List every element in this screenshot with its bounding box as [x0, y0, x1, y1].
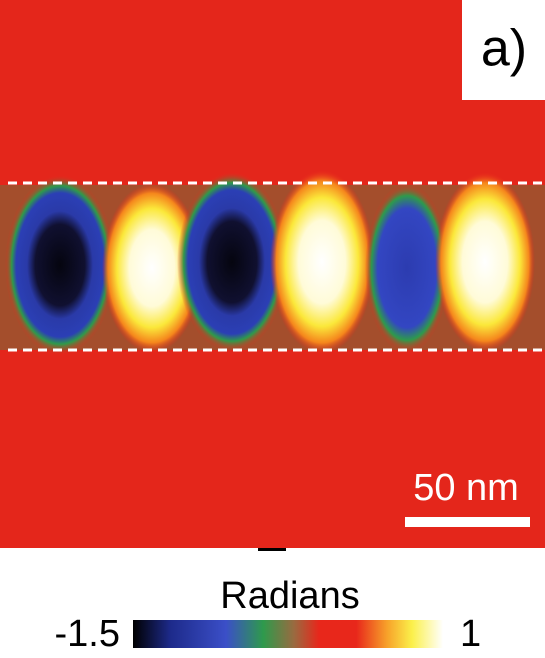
blob	[270, 170, 374, 354]
colorbar-max: 1	[460, 613, 481, 655]
panel-label: a)	[481, 20, 527, 78]
blob	[5, 175, 115, 355]
blob	[435, 172, 535, 352]
blob	[102, 183, 202, 353]
blob	[177, 172, 287, 352]
colorbar	[133, 620, 443, 648]
colorbar-title: Radians	[220, 575, 359, 617]
blob	[365, 183, 449, 353]
tick	[258, 548, 286, 551]
colorbar-min: -1.5	[55, 613, 120, 655]
scale-bar-label: 50 nm	[413, 467, 519, 509]
label-box	[462, 0, 545, 100]
scale-bar	[405, 517, 530, 527]
